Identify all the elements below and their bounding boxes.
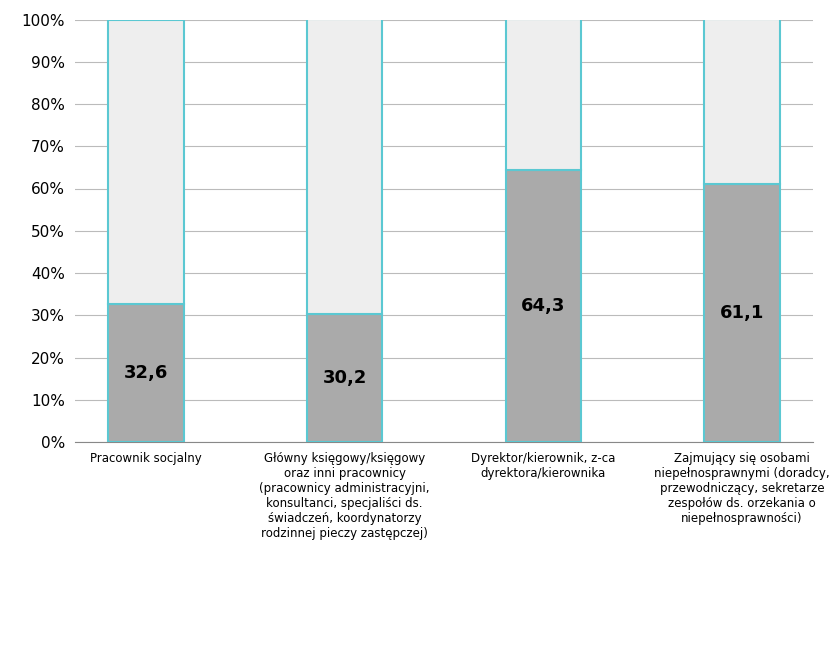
Text: 30,2: 30,2	[323, 369, 367, 387]
Text: 61,1: 61,1	[720, 304, 764, 322]
Bar	[307, 315, 383, 442]
Bar	[108, 304, 183, 442]
Text: 32,6: 32,6	[124, 364, 168, 382]
Bar	[705, 20, 780, 184]
Bar	[705, 184, 780, 442]
Bar	[505, 170, 581, 442]
Bar	[108, 20, 183, 304]
Text: 64,3: 64,3	[521, 297, 565, 315]
Bar	[505, 20, 581, 170]
Bar	[307, 20, 383, 315]
